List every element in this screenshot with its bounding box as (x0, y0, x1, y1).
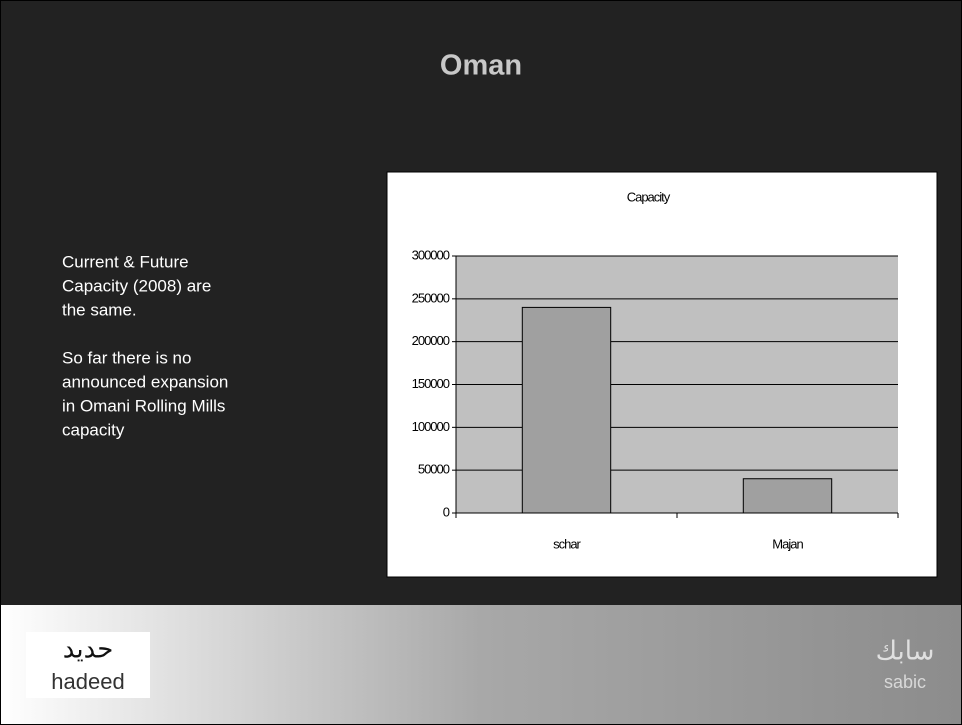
slide-title: Oman (440, 50, 522, 82)
hadeed-arabic: حديد (63, 635, 114, 665)
body-text: Current & Future (62, 252, 189, 271)
x-tick-label: schar (553, 536, 581, 551)
body-text: in Omani Rolling Mills (62, 396, 225, 415)
hadeed-latin: hadeed (51, 669, 124, 694)
body-text: capacity (62, 420, 125, 439)
body-text: announced expansion (62, 372, 228, 391)
body-text: Capacity (2008) are (62, 276, 211, 295)
sabic-arabic: سابك (876, 637, 935, 667)
y-tick-label: 0 (443, 504, 450, 519)
x-tick-label: Majan (772, 536, 803, 551)
body-text: the same. (62, 300, 137, 319)
bar (521, 306, 612, 514)
body-text: So far there is no (62, 348, 191, 367)
y-tick-label: 200000 (412, 333, 450, 348)
y-tick-label: 50000 (418, 462, 450, 477)
y-tick-label: 300000 (412, 247, 450, 262)
sabic-latin: sabic (884, 672, 926, 692)
y-tick-label: 250000 (412, 290, 450, 305)
chart-title: Capacity (627, 189, 671, 204)
bar (742, 478, 833, 514)
footer-band (0, 605, 962, 725)
hadeed-logo-box (26, 632, 150, 698)
y-tick-label: 100000 (412, 419, 450, 434)
y-tick-label: 150000 (412, 376, 450, 391)
